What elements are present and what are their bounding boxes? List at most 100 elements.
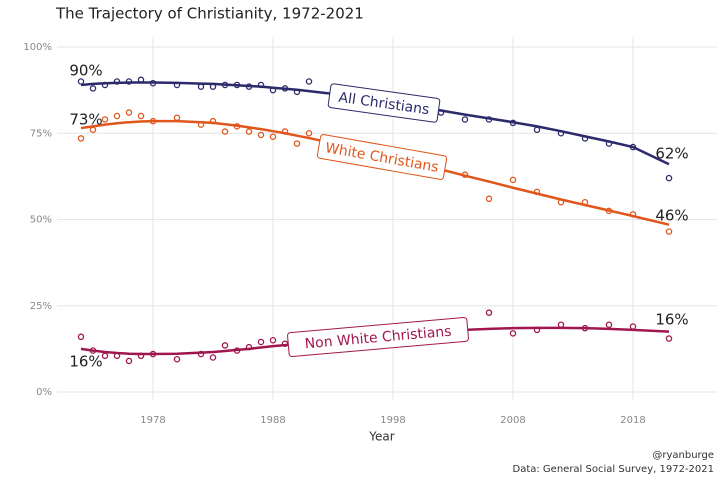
point xyxy=(293,140,301,147)
point xyxy=(257,81,265,89)
label-box xyxy=(327,83,441,123)
point xyxy=(281,128,289,135)
point xyxy=(557,321,565,328)
point xyxy=(77,333,85,341)
point xyxy=(581,198,589,206)
trend-line xyxy=(80,119,670,226)
series-label: White Christians xyxy=(316,134,448,180)
point xyxy=(305,78,313,85)
point xyxy=(173,114,181,121)
point xyxy=(557,129,565,137)
point xyxy=(113,112,121,120)
point xyxy=(137,76,145,84)
point xyxy=(233,347,241,354)
point xyxy=(197,121,205,128)
x-tick-label: 1978 xyxy=(140,415,165,426)
x-tick-label: 1988 xyxy=(260,415,285,426)
point xyxy=(221,342,229,349)
point xyxy=(485,116,493,123)
y-tick-label: 100% xyxy=(23,42,52,53)
point xyxy=(137,112,145,120)
point xyxy=(533,126,541,134)
label-box xyxy=(316,134,448,180)
point xyxy=(209,117,217,125)
y-tick-label: 75% xyxy=(30,128,52,139)
chart-title: The Trajectory of Christianity, 1972-202… xyxy=(55,5,364,23)
caption: @ryanburge xyxy=(652,450,714,461)
caption: Data: General Social Survey, 1972-2021 xyxy=(513,464,715,475)
point xyxy=(89,347,97,354)
y-tick-label: 0% xyxy=(36,387,52,398)
annotation: 46% xyxy=(655,207,688,225)
x-tick-label: 2008 xyxy=(500,415,525,426)
point xyxy=(209,354,217,361)
point xyxy=(533,326,541,334)
series-label: Non White Christians xyxy=(287,316,469,358)
point xyxy=(605,207,613,215)
point xyxy=(101,116,109,123)
point xyxy=(665,228,673,235)
point xyxy=(197,350,205,358)
point xyxy=(269,133,277,140)
point xyxy=(89,126,97,134)
annotation: 16% xyxy=(69,353,102,371)
point xyxy=(461,116,469,123)
point xyxy=(77,78,85,85)
series-label: All Christians xyxy=(327,83,441,123)
point xyxy=(113,352,121,360)
point xyxy=(125,357,133,365)
point xyxy=(533,188,541,196)
point xyxy=(245,343,253,351)
annotation: 62% xyxy=(655,145,688,163)
point xyxy=(125,78,133,85)
point xyxy=(245,83,253,90)
point xyxy=(101,81,109,89)
point xyxy=(461,171,469,178)
point xyxy=(605,321,613,328)
x-axis-label: Year xyxy=(368,430,394,444)
point xyxy=(629,211,637,218)
annotation: 90% xyxy=(69,62,102,80)
y-tick-label: 50% xyxy=(30,215,52,226)
point xyxy=(149,117,157,125)
point xyxy=(257,131,265,139)
point xyxy=(269,86,277,94)
point xyxy=(113,78,121,85)
x-tick-label: 1998 xyxy=(380,415,405,426)
point xyxy=(269,336,277,344)
point xyxy=(101,352,109,360)
point xyxy=(281,85,289,92)
point xyxy=(509,119,517,127)
point xyxy=(629,143,637,151)
point xyxy=(485,195,493,203)
point xyxy=(89,85,97,92)
annotation: 16% xyxy=(655,311,688,329)
point xyxy=(221,128,229,135)
point xyxy=(209,83,217,90)
point xyxy=(233,81,241,89)
point xyxy=(137,352,145,360)
point xyxy=(293,88,301,96)
point xyxy=(605,140,613,147)
point xyxy=(173,81,181,89)
point xyxy=(245,128,253,135)
point xyxy=(173,355,181,363)
point xyxy=(665,174,673,182)
point xyxy=(629,323,637,330)
point xyxy=(149,79,157,87)
label-box xyxy=(287,316,469,358)
point xyxy=(221,81,229,89)
point xyxy=(77,135,85,142)
point xyxy=(257,338,265,346)
x-tick-label: 2018 xyxy=(620,415,645,426)
y-tick-label: 25% xyxy=(30,301,52,312)
point xyxy=(197,83,205,90)
point xyxy=(149,350,157,358)
point xyxy=(665,335,673,342)
point xyxy=(509,330,517,337)
point xyxy=(509,176,517,184)
point xyxy=(485,309,493,316)
point xyxy=(233,123,241,130)
point xyxy=(281,340,289,347)
